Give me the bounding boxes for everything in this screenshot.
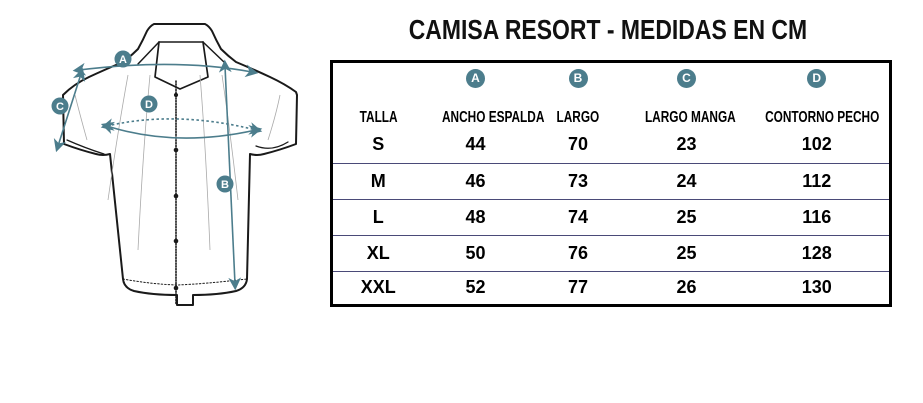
svg-text:C: C [56, 101, 64, 113]
svg-text:B: B [221, 179, 229, 191]
svg-text:D: D [145, 99, 153, 111]
svg-text:A: A [119, 54, 127, 66]
